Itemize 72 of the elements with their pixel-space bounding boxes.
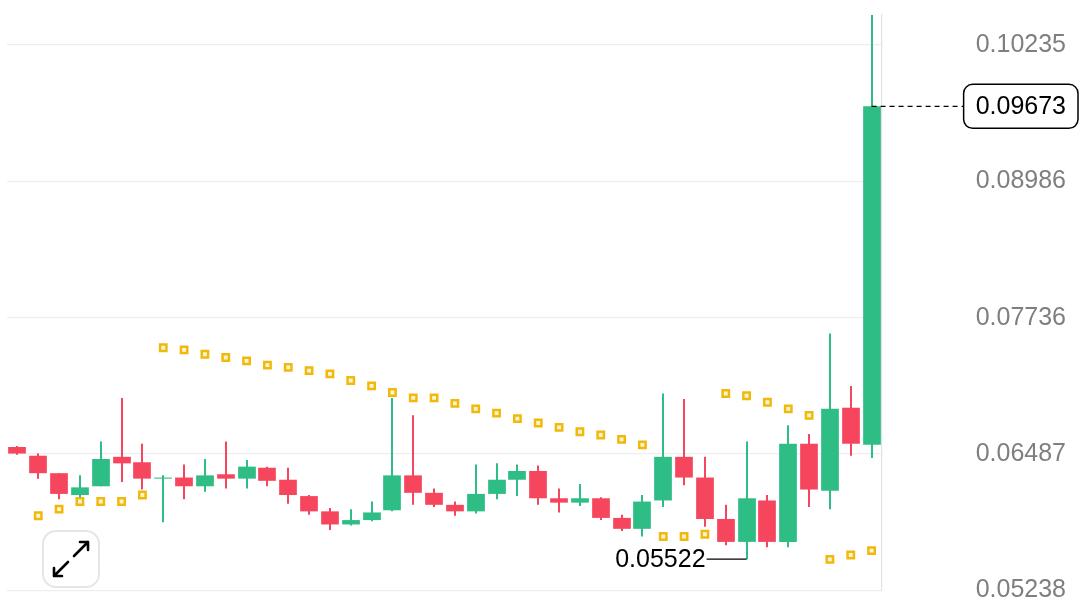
point xyxy=(825,554,835,564)
point xyxy=(117,497,127,506)
candlestick xyxy=(571,483,589,507)
point xyxy=(75,497,85,506)
annotation: 0.05522 xyxy=(615,544,706,573)
point xyxy=(762,397,772,407)
y-tick-label: 0.05238 xyxy=(975,574,1066,603)
point xyxy=(179,345,189,355)
candlestick xyxy=(29,452,47,480)
point xyxy=(200,349,210,359)
point xyxy=(783,404,793,414)
point xyxy=(846,550,856,560)
point xyxy=(387,388,397,397)
point xyxy=(325,369,335,379)
point xyxy=(54,504,64,514)
point xyxy=(596,430,606,440)
point xyxy=(721,389,731,398)
candlestick xyxy=(196,458,214,493)
y-tick-label: 0.07736 xyxy=(975,301,1066,330)
point xyxy=(658,532,668,541)
candlestick xyxy=(258,465,276,488)
point xyxy=(96,497,106,506)
candlestick xyxy=(133,442,151,491)
candlestick xyxy=(238,459,256,490)
point xyxy=(533,418,543,428)
candlestick xyxy=(717,503,735,547)
point xyxy=(346,376,356,385)
point xyxy=(575,427,585,437)
candlestick xyxy=(175,463,193,501)
candlestick xyxy=(279,466,297,505)
candlestick xyxy=(488,462,506,501)
point xyxy=(158,343,168,353)
point xyxy=(304,366,314,376)
point xyxy=(804,410,814,420)
point xyxy=(408,393,418,403)
candlestick xyxy=(467,463,485,515)
point xyxy=(262,360,272,370)
point xyxy=(554,422,564,432)
candlestick xyxy=(50,472,68,501)
candlestick xyxy=(592,496,610,522)
point xyxy=(471,404,481,414)
ref-line-label: 0.09673 xyxy=(975,91,1066,120)
point xyxy=(137,490,147,500)
y-tick-label: 0.10235 xyxy=(975,28,1066,57)
candlestick xyxy=(363,500,381,523)
candlestick xyxy=(300,494,318,516)
point xyxy=(242,356,252,366)
candlestick xyxy=(154,474,172,524)
candlestick xyxy=(425,487,443,508)
y-tick-label: 0.08986 xyxy=(975,165,1066,194)
candlestick xyxy=(404,414,422,506)
point xyxy=(429,393,439,403)
point xyxy=(492,408,502,418)
point xyxy=(221,353,231,362)
point xyxy=(367,381,377,391)
candlestick xyxy=(508,463,526,498)
point xyxy=(33,511,43,521)
point xyxy=(512,414,522,424)
candlestick xyxy=(217,440,235,490)
point xyxy=(450,398,460,408)
candlestick xyxy=(675,398,693,487)
point xyxy=(637,440,647,450)
candlestick xyxy=(113,396,131,483)
y-tick-label: 0.06487 xyxy=(975,437,1066,466)
candlestick xyxy=(321,507,339,531)
point xyxy=(742,391,752,401)
candlestick xyxy=(550,487,568,514)
point xyxy=(617,434,627,444)
point xyxy=(283,362,293,372)
point xyxy=(700,529,710,539)
point xyxy=(867,546,877,556)
point xyxy=(679,532,689,541)
